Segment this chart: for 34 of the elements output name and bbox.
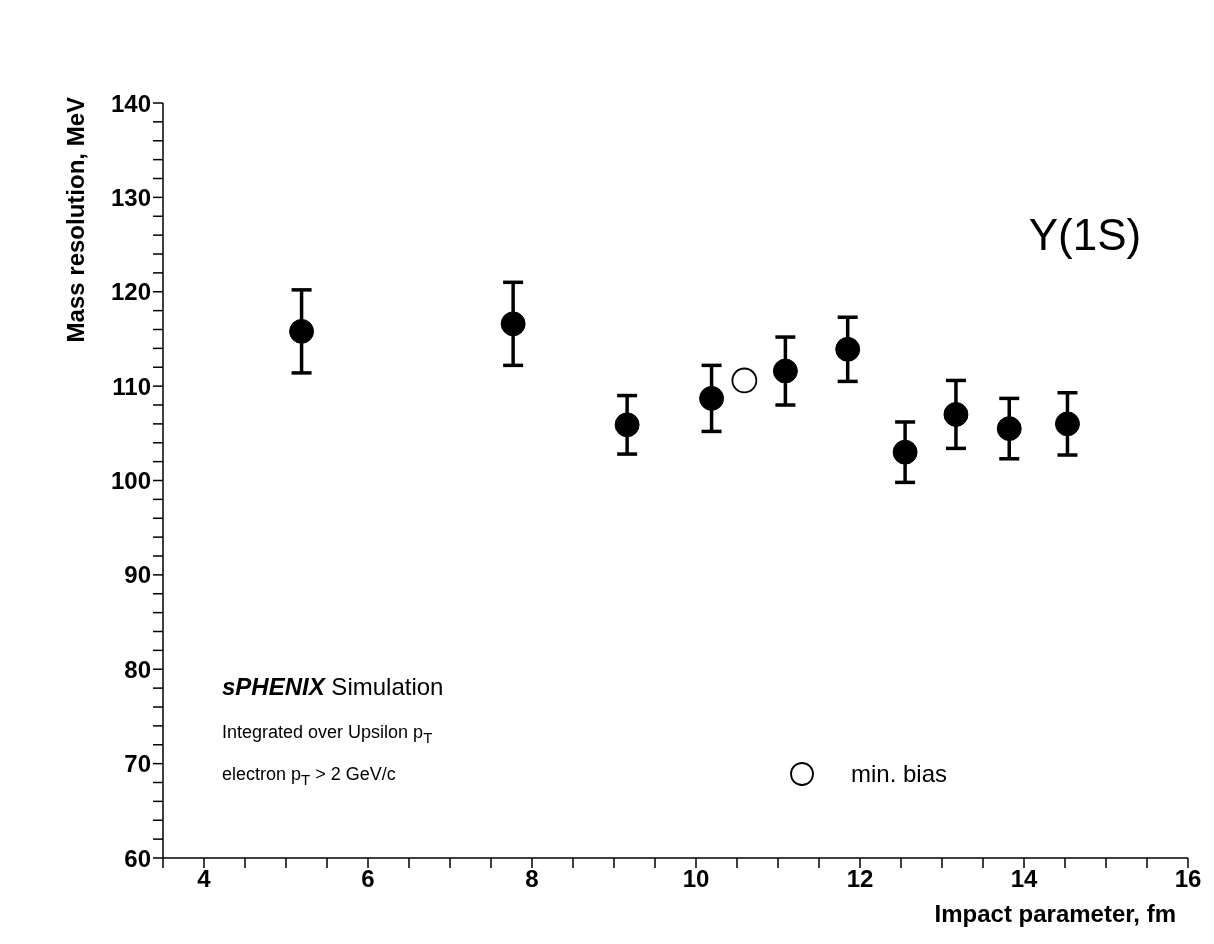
point (835, 336, 861, 362)
x-tick-label: 4 (197, 865, 212, 893)
x-tick-label: 14 (1010, 865, 1038, 893)
point (500, 311, 526, 337)
x-tick-label: 10 (682, 865, 710, 893)
point (731, 367, 758, 394)
point (289, 318, 315, 344)
point (892, 439, 918, 465)
y-tick-label: 130 (110, 183, 151, 211)
annotation: electron p$_{T}$ > 2 GeV/c (222, 764, 396, 788)
point (1054, 411, 1080, 437)
y-tick-label: 80 (124, 655, 151, 683)
point (772, 358, 798, 384)
point (614, 412, 640, 438)
y-tick-label: 70 (124, 750, 151, 778)
x-axis-title: Impact parameter, fm (934, 900, 1176, 928)
x-tick-label: 8 (525, 865, 539, 893)
point (943, 401, 969, 427)
y-tick-label: 100 (110, 467, 151, 495)
annotation: Integrated over Upsilon p$_{T}$ (222, 722, 433, 746)
y-tick-label: 90 (124, 561, 151, 589)
y-tick-label: 110 (112, 372, 151, 400)
x-tick-label: 12 (846, 865, 874, 893)
y-axis-title: Mass resolution, MeV (62, 97, 90, 343)
x-tick-label: 16 (1174, 865, 1202, 893)
point (996, 416, 1022, 442)
annotation: Υ(1S) (1027, 210, 1143, 260)
y-tick-label: 60 (124, 844, 151, 872)
y-tick-label: 120 (110, 278, 151, 306)
legend-label: min. bias (851, 760, 948, 788)
y-tick-label: 140 (110, 89, 151, 117)
annotation: sPHENIX Simulation (222, 673, 444, 700)
x-tick-label: 6 (361, 865, 375, 893)
point (699, 385, 725, 411)
